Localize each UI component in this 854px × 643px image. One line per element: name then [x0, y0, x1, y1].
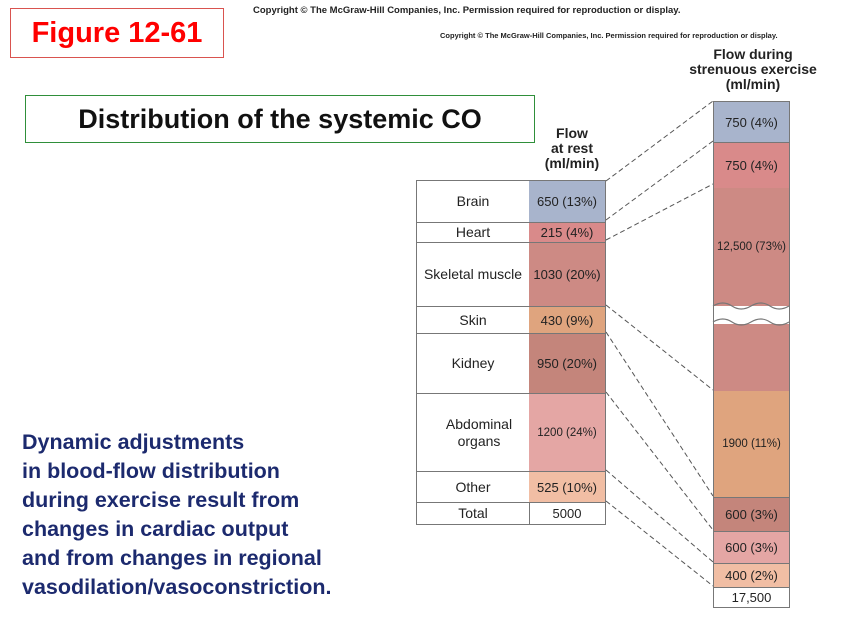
rest-value-skeletal-muscle: 1030 (20%)	[529, 243, 605, 306]
rest-value-other: 525 (10%)	[529, 472, 605, 502]
organ-label-kidney: Kidney	[417, 334, 530, 393]
organ-label-abdominal-organs: Abdominal organs	[417, 394, 542, 471]
exercise-value-kidney: 600 (3%)	[714, 497, 789, 531]
exercise-header-line-1: Flow during	[713, 46, 793, 62]
rest-value-heart: 215 (4%)	[529, 223, 605, 242]
other-bottom-connector	[605, 500, 714, 587]
explanation-line-3: during exercise result from	[22, 488, 300, 512]
table-row-abdominal-organs: Abdominal organs 1200 (24%)	[417, 393, 605, 471]
table-row-skeletal-muscle: Skeletal muscle 1030 (20%)	[417, 242, 605, 306]
organ-label-brain: Brain	[417, 181, 530, 222]
table-row-other: Other 525 (10%)	[417, 471, 605, 502]
rest-header-line-2: at rest	[550, 140, 594, 156]
axis-break-gap	[714, 306, 789, 324]
kidney-bottom-connector	[605, 391, 714, 531]
rest-value-kidney: 950 (20%)	[529, 334, 605, 393]
rest-flow-header: Flow at rest (ml/min)	[532, 126, 612, 171]
figure-label: Figure 12-61	[10, 8, 224, 58]
table-row-heart: Heart 215 (4%)	[417, 222, 605, 242]
exercise-value-abdominal: 600 (3%)	[714, 531, 789, 563]
exercise-header-line-3: (ml/min)	[725, 76, 781, 92]
organ-label-other: Other	[417, 472, 530, 502]
exercise-flow-column: 750 (4%) 750 (4%) 12,500 (73%) 1900 (11%…	[713, 101, 790, 608]
axis-break-marks	[712, 302, 790, 326]
explanation-line-1: Dynamic adjustments	[22, 430, 245, 454]
exercise-muscle-continued	[714, 324, 789, 391]
table-row-brain: Brain 650 (13%)	[417, 181, 605, 222]
organ-label-skeletal-muscle: Skeletal muscle	[417, 243, 530, 306]
brain-bottom-connector	[605, 140, 714, 221]
rest-total-value: 5000	[552, 506, 582, 521]
rest-header-line-3: (ml/min)	[544, 155, 600, 171]
total-label: Total	[417, 503, 530, 524]
abdominal-bottom-connector	[605, 469, 714, 563]
rest-value-brain: 650 (13%)	[529, 181, 605, 222]
organ-label-skin: Skin	[417, 307, 530, 333]
copyright-notice-inner: Copyright © The McGraw-Hill Companies, I…	[440, 31, 778, 40]
exercise-header-line-2: strenuous exercise	[689, 61, 817, 77]
brain-top-connector	[605, 100, 714, 182]
exercise-value-skeletal-muscle: 12,500 (73%)	[714, 188, 789, 306]
explanation-line-4: changes in cardiac output	[22, 517, 289, 541]
skin-bottom-connector	[605, 331, 714, 497]
exercise-value-total: 17,500	[714, 587, 789, 607]
organ-label-heart: Heart	[417, 223, 530, 242]
muscle-bottom-connector	[605, 304, 714, 391]
explanation-line-2: in blood-flow distribution	[22, 459, 280, 483]
exercise-value-brain: 750 (4%)	[714, 102, 789, 142]
explanation-line-5: and from changes in regional	[22, 546, 322, 570]
exercise-flow-header: Flow during strenuous exercise (ml/min)	[668, 47, 838, 92]
exercise-value-heart: 750 (4%)	[714, 142, 789, 188]
table-row-skin: Skin 430 (9%)	[417, 306, 605, 333]
exercise-value-skin: 1900 (11%)	[714, 391, 789, 497]
rest-header-line-1: Flow	[556, 125, 588, 141]
copyright-notice-top: Copyright © The McGraw-Hill Companies, I…	[253, 5, 681, 16]
rest-value-skin: 430 (9%)	[529, 307, 605, 333]
table-row-kidney: Kidney 950 (20%)	[417, 333, 605, 393]
explanation-line-6: vasodilation/vasoconstriction.	[22, 575, 332, 599]
diagram-title: Distribution of the systemic CO	[25, 95, 535, 143]
exercise-value-other: 400 (2%)	[714, 563, 789, 587]
rest-value-abdominal-organs: 1200 (24%)	[529, 394, 605, 471]
explanation-text: Dynamic adjustments in blood-flow distri…	[22, 428, 331, 602]
heart-bottom-connector	[605, 183, 714, 241]
table-row-total: Total 5000	[417, 502, 605, 524]
rest-flow-table: Brain 650 (13%) Heart 215 (4%) Skeletal …	[416, 180, 606, 525]
